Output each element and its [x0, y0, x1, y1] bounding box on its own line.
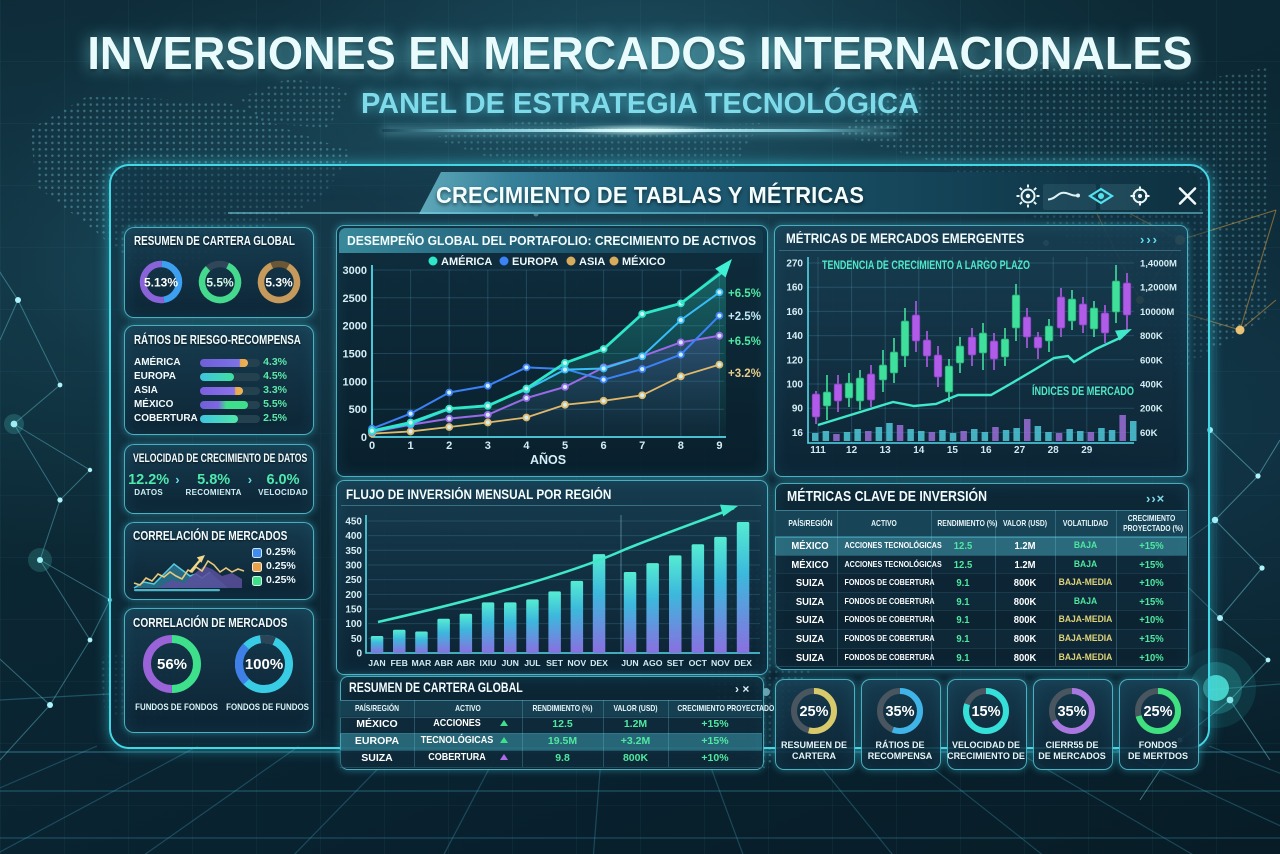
svg-text:5.13%: 5.13% [144, 276, 178, 290]
svg-text:ASIA: ASIA [579, 256, 605, 268]
svg-text:150: 150 [345, 604, 362, 615]
svg-text:450: 450 [345, 516, 362, 527]
svg-text:3: 3 [485, 440, 491, 452]
svg-text:120: 120 [786, 355, 803, 366]
svg-text:15%: 15% [971, 704, 1000, 720]
svg-text:NOV: NOV [711, 658, 730, 668]
svg-text:6: 6 [601, 440, 607, 452]
svg-text:56%: 56% [157, 656, 187, 673]
svg-text:MAR: MAR [412, 658, 433, 668]
svg-text:140: 140 [786, 331, 803, 342]
svg-text:5: 5 [562, 440, 568, 452]
svg-text:800K: 800K [1140, 331, 1163, 342]
svg-text:25%: 25% [1143, 704, 1172, 720]
svg-text:100: 100 [345, 619, 362, 630]
svg-text:7: 7 [639, 440, 645, 452]
svg-text:NOV: NOV [567, 658, 586, 668]
svg-text:ABR: ABR [434, 658, 454, 668]
svg-text:200K: 200K [1140, 404, 1163, 415]
svg-text:350: 350 [345, 546, 362, 557]
svg-text:100%: 100% [245, 656, 283, 673]
svg-text:0: 0 [356, 649, 362, 660]
svg-text:160: 160 [786, 283, 803, 294]
svg-text:FEB: FEB [391, 658, 408, 668]
svg-text:1500: 1500 [343, 349, 367, 361]
svg-text:35%: 35% [1057, 704, 1086, 720]
svg-text:4: 4 [523, 440, 530, 452]
svg-text:ABR: ABR [456, 658, 476, 668]
svg-text:16: 16 [792, 428, 804, 439]
svg-text:AÑOS: AÑOS [530, 452, 566, 467]
svg-text:+3.2%: +3.2% [728, 368, 761, 380]
svg-text:AMÉRICA: AMÉRICA [441, 255, 492, 268]
svg-text:300: 300 [345, 560, 362, 571]
svg-text:SET: SET [546, 658, 564, 668]
svg-text:+2.5%: +2.5% [728, 311, 761, 323]
svg-text:160: 160 [786, 307, 803, 318]
svg-text:ÍNDICES DE MERCADO: ÍNDICES DE MERCADO [1032, 385, 1134, 398]
svg-text:1,4000M: 1,4000M [1140, 259, 1177, 270]
svg-text:EUROPA: EUROPA [512, 256, 558, 268]
svg-text:JUN: JUN [621, 658, 638, 668]
svg-text:0: 0 [369, 440, 375, 452]
svg-text:60K: 60K [1140, 428, 1158, 439]
svg-text:1000: 1000 [343, 376, 367, 388]
svg-text:+6.5%: +6.5% [728, 288, 761, 300]
svg-text:90: 90 [792, 404, 804, 415]
svg-text:JAN: JAN [368, 658, 385, 668]
svg-text:400K: 400K [1140, 380, 1163, 391]
svg-text:35%: 35% [885, 704, 914, 720]
svg-text:DEX: DEX [734, 658, 752, 668]
svg-text:TENDENCIA DE CRECIMIENTO A LAR: TENDENCIA DE CRECIMIENTO A LARGO PLAZO [822, 260, 1030, 272]
svg-text:5.3%: 5.3% [265, 276, 293, 290]
svg-text:12: 12 [846, 445, 858, 456]
svg-text:9: 9 [716, 440, 722, 452]
svg-text:5.5%: 5.5% [206, 276, 234, 290]
svg-text:SET: SET [667, 658, 685, 668]
svg-text:3000: 3000 [343, 265, 367, 277]
svg-text:250: 250 [345, 575, 362, 586]
svg-text:IXIU: IXIU [480, 658, 497, 668]
svg-text:AGO: AGO [643, 658, 663, 668]
svg-text:29: 29 [1081, 445, 1093, 456]
svg-text:0: 0 [361, 432, 367, 444]
svg-text:2500: 2500 [343, 293, 367, 305]
svg-text:2000: 2000 [343, 321, 367, 333]
svg-text:25%: 25% [799, 704, 828, 720]
svg-text:10000M: 10000M [1140, 307, 1174, 318]
svg-text:14: 14 [913, 445, 925, 456]
svg-text:1,2000M: 1,2000M [1140, 283, 1177, 294]
svg-text:OCT: OCT [689, 658, 708, 668]
svg-text:100: 100 [786, 380, 803, 391]
svg-text:2: 2 [446, 440, 452, 452]
svg-text:600K: 600K [1140, 355, 1163, 366]
svg-text:500: 500 [349, 404, 367, 416]
svg-text:270: 270 [786, 259, 803, 270]
svg-text:8: 8 [678, 440, 684, 452]
svg-text:+6.5%: +6.5% [728, 336, 761, 348]
svg-text:400: 400 [345, 531, 362, 542]
svg-text:28: 28 [1048, 445, 1060, 456]
svg-text:111: 111 [810, 445, 826, 456]
svg-text:MÉXICO: MÉXICO [622, 255, 666, 268]
svg-text:1: 1 [408, 440, 414, 452]
svg-text:27: 27 [1014, 445, 1026, 456]
svg-text:13: 13 [880, 445, 892, 456]
svg-text:JUL: JUL [524, 658, 541, 668]
svg-text:JUN: JUN [502, 658, 519, 668]
svg-text:200: 200 [345, 590, 362, 601]
svg-text:15: 15 [947, 445, 959, 456]
svg-text:16: 16 [980, 445, 992, 456]
svg-text:DEX: DEX [590, 658, 608, 668]
svg-text:50: 50 [351, 634, 363, 645]
